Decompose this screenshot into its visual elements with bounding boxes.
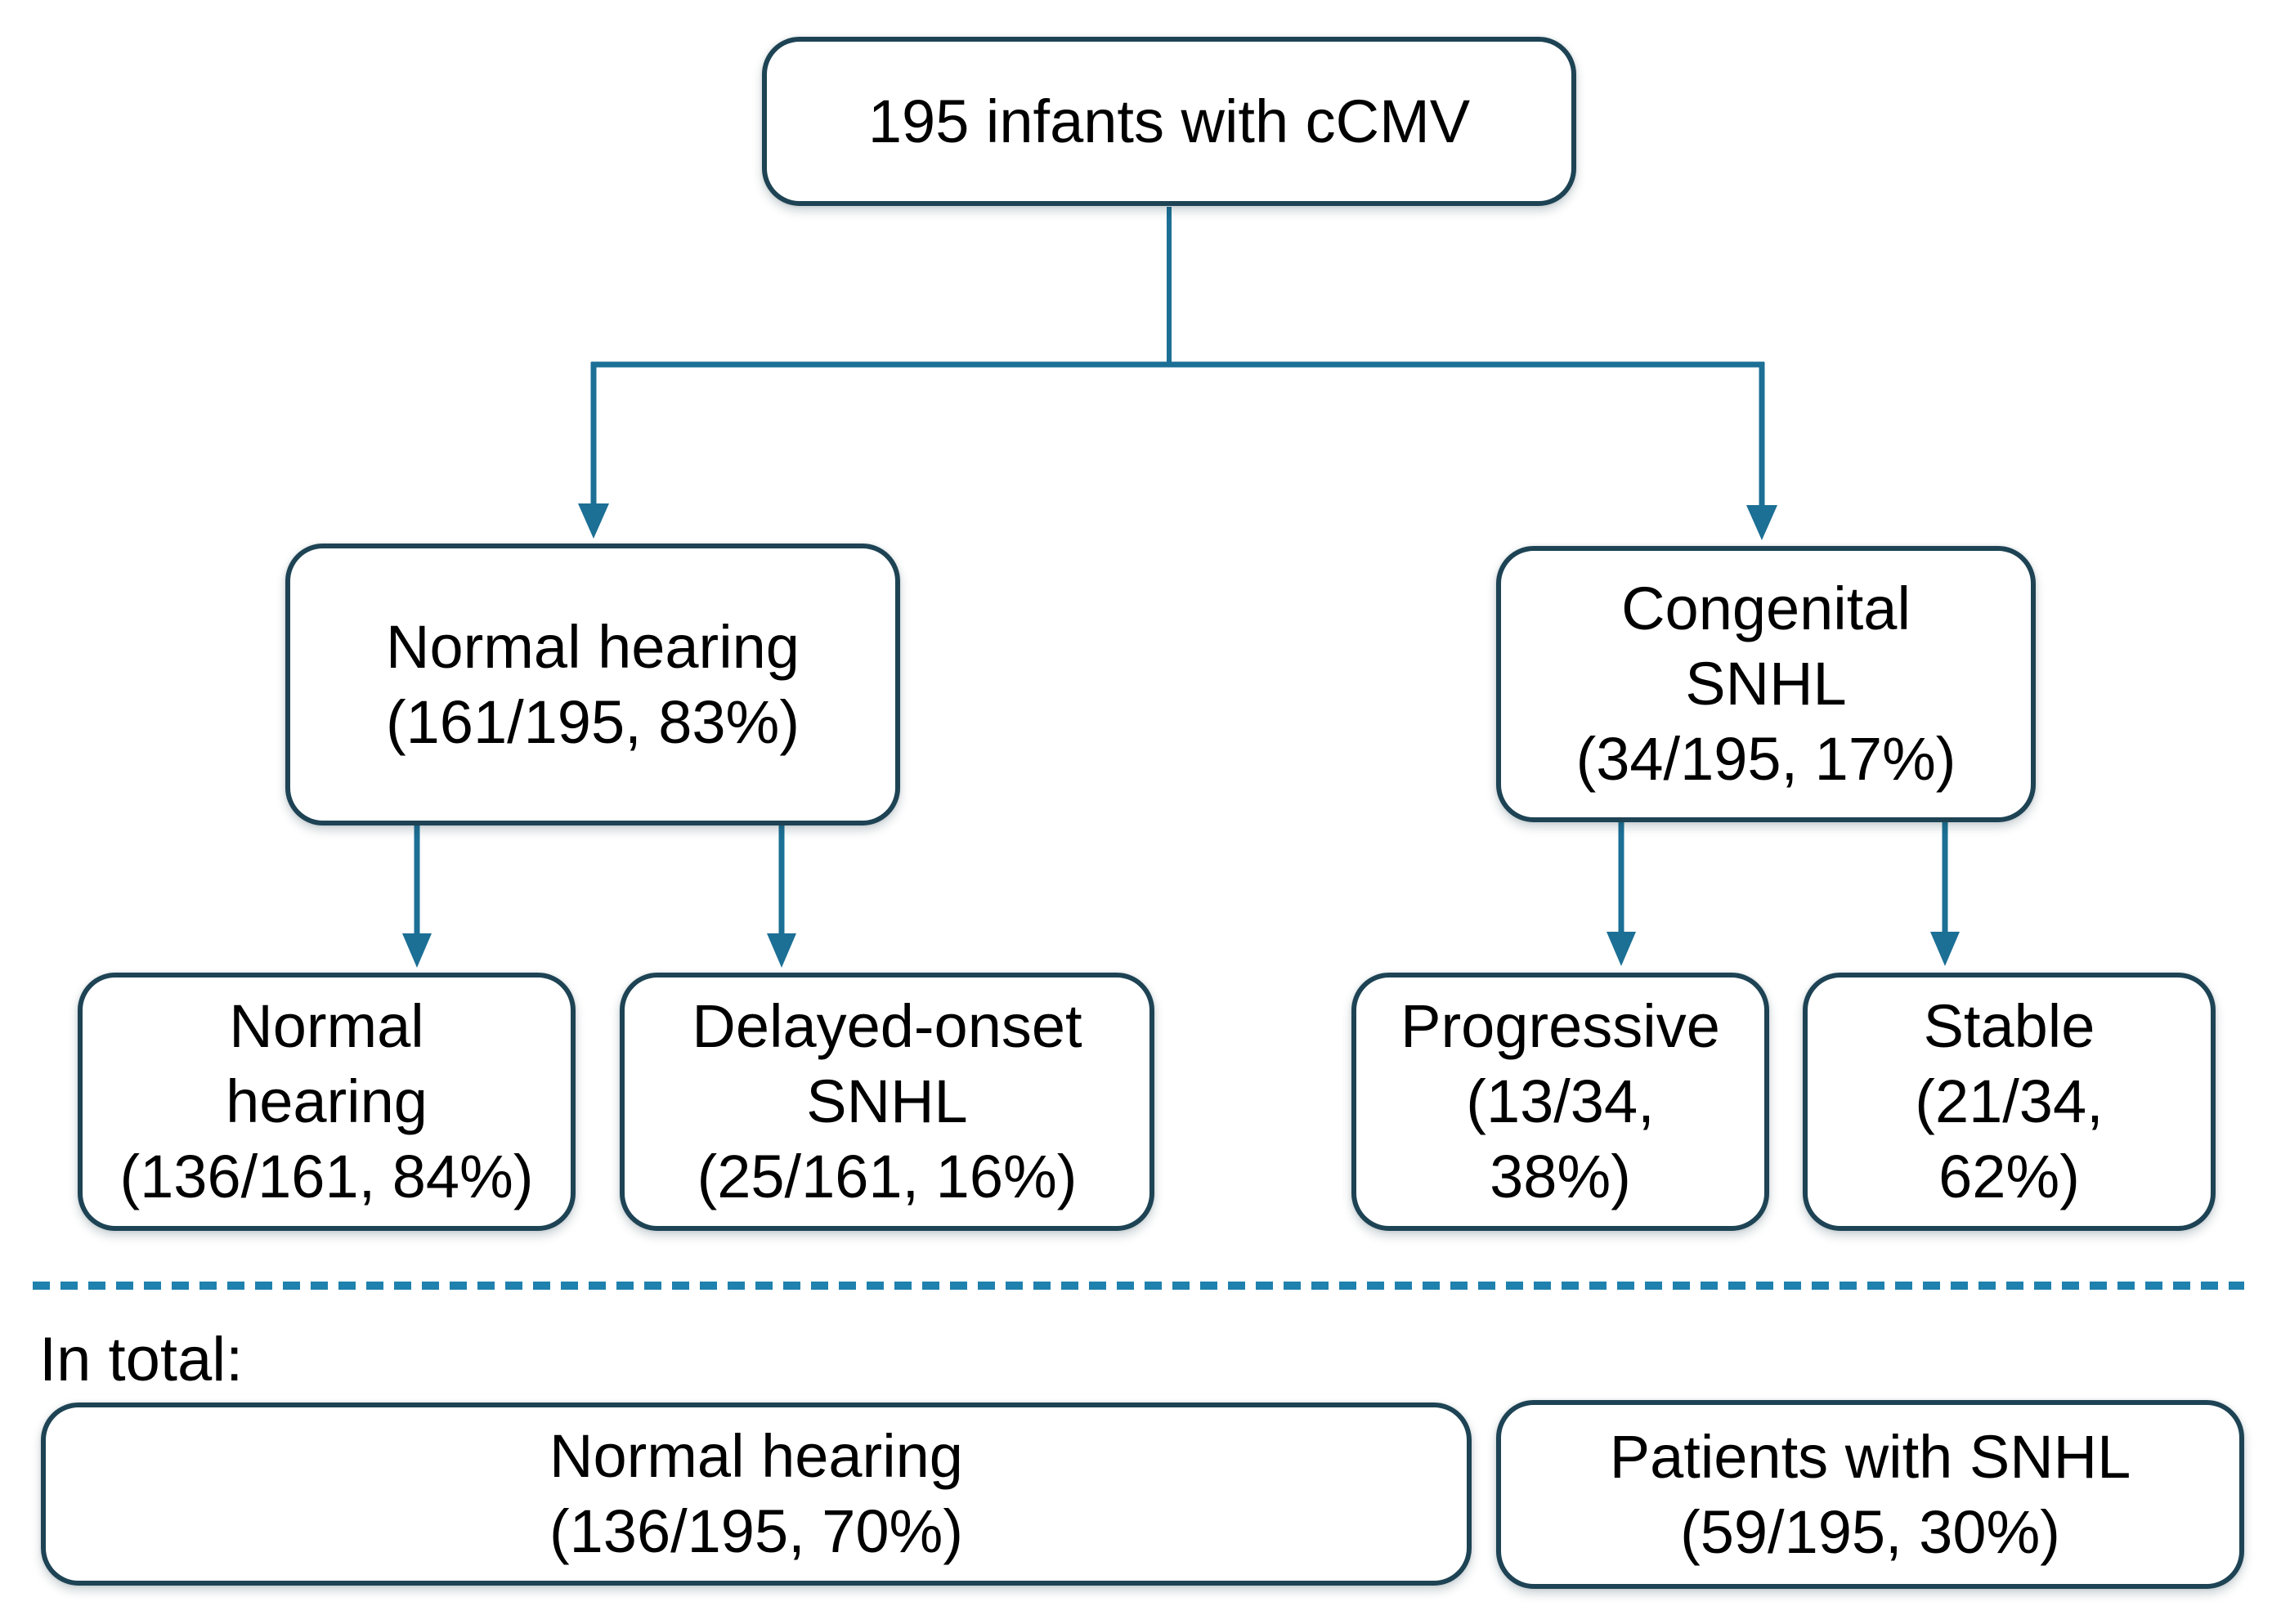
arrow-down-icon <box>402 933 432 968</box>
node-text-line: (59/195, 30%) <box>1680 1497 2060 1566</box>
node-total-patients-snhl: Patients with SNHL (59/195, 30%) <box>1496 1400 2244 1589</box>
arrow-down-icon <box>1930 932 1960 966</box>
node-text-line: (136/195, 70%) <box>549 1497 963 1565</box>
node-text-line: (34/195, 17%) <box>1575 725 1956 793</box>
node-text-line: (161/195, 83%) <box>385 687 800 756</box>
node-total-normal-hearing: Normal hearing (136/195, 70%) <box>41 1403 1472 1586</box>
arrow-down-icon <box>578 503 609 539</box>
node-text-line: Normal hearing <box>549 1422 963 1490</box>
node-text-line: Normal <box>229 992 424 1060</box>
node-text-line: Progressive <box>1400 992 1720 1060</box>
node-text-line: (136/161, 84%) <box>119 1143 534 1210</box>
node-normal-hearing-leaf: Normal hearing (136/161, 84%) <box>78 973 576 1231</box>
node-text-line: SNHL <box>1685 650 1847 718</box>
node-text-line: 62%) <box>1938 1143 2080 1210</box>
in-total-label: In total: <box>39 1325 244 1394</box>
dashed-separator <box>33 1282 2244 1290</box>
node-progressive-leaf: Progressive (13/34, 38%) <box>1351 973 1769 1231</box>
node-text-line: Delayed-onset <box>692 992 1082 1060</box>
node-text-line: (21/34, <box>1915 1067 2104 1135</box>
arrow-down-icon <box>1746 505 1777 540</box>
node-normal-hearing-branch: Normal hearing (161/195, 83%) <box>285 544 900 825</box>
node-delayed-onset-snhl-leaf: Delayed-onset SNHL (25/161, 16%) <box>620 973 1154 1231</box>
node-text-line: hearing <box>226 1067 428 1135</box>
node-text-line: 195 infants with cCMV <box>867 87 1471 155</box>
node-text-line: Congenital <box>1621 575 1911 642</box>
node-text-line: SNHL <box>806 1067 968 1135</box>
node-stable-leaf: Stable (21/34, 62%) <box>1803 973 2216 1231</box>
node-text-line: Stable <box>1923 992 2095 1060</box>
node-text-line: (13/34, <box>1466 1067 1655 1135</box>
arrow-down-icon <box>767 933 796 968</box>
node-text-line: Normal hearing <box>386 612 800 681</box>
arrow-down-icon <box>1607 932 1636 966</box>
node-text-line: Patients with SNHL <box>1609 1422 2131 1491</box>
node-text-line: 38%) <box>1490 1143 1631 1210</box>
node-text-line: (25/161, 16%) <box>697 1143 1078 1210</box>
node-195-infants-ccmv: 195 infants with cCMV <box>762 37 1576 206</box>
node-congenital-snhl-branch: Congenital SNHL (34/195, 17%) <box>1496 546 2036 822</box>
